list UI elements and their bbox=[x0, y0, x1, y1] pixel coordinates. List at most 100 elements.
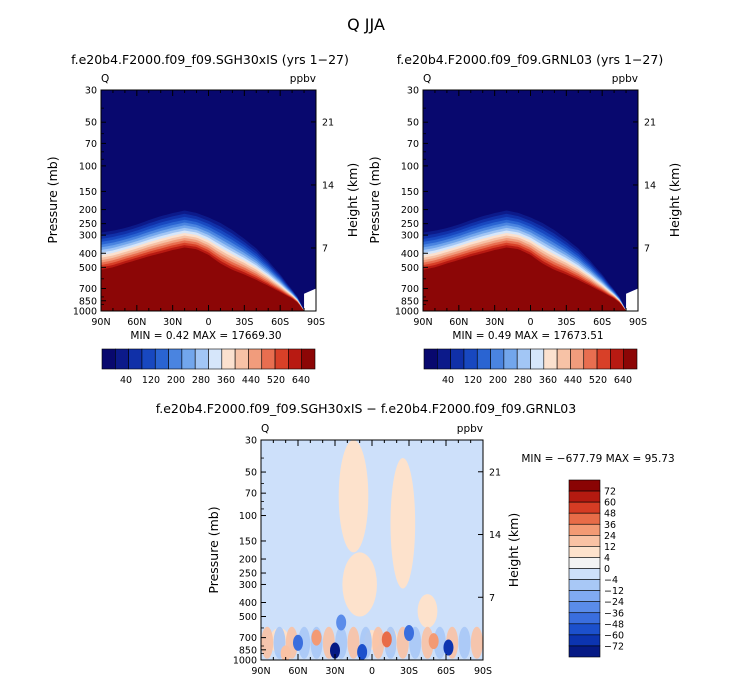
right-colorbar-swatch bbox=[516, 348, 531, 370]
right-ytick-label: 850 bbox=[401, 296, 419, 307]
diff-ytick-label: 300 bbox=[239, 580, 257, 591]
diff-colorbar-swatch bbox=[568, 512, 601, 525]
diff-colorbar-label: 12 bbox=[604, 542, 616, 553]
right-y2tick-label: 14 bbox=[644, 180, 656, 191]
diff-colorbar-label: −36 bbox=[604, 608, 624, 619]
left-ytick-label: 850 bbox=[79, 296, 97, 307]
diff-lower-cell bbox=[458, 626, 471, 659]
diff-colorbar-swatch bbox=[568, 523, 601, 536]
left-colorbar-label: 200 bbox=[167, 375, 185, 386]
left-colorbar-label: 280 bbox=[192, 375, 210, 386]
left-ytick-label: 100 bbox=[79, 161, 97, 172]
right-colorbar-label: 440 bbox=[564, 375, 582, 386]
left-colorbar-swatch bbox=[181, 348, 196, 370]
diff-colorbar-label: −4 bbox=[604, 575, 618, 586]
page-title: Q JJA bbox=[347, 15, 385, 34]
left-heatmap bbox=[101, 90, 316, 311]
diff-positive-region bbox=[390, 458, 416, 589]
diff-ytick-label: 500 bbox=[239, 612, 257, 623]
diff-colorbar-swatch bbox=[568, 557, 601, 569]
right-ytick-label: 70 bbox=[407, 139, 419, 150]
diff-lower-cell bbox=[347, 626, 360, 659]
left-ytick-label: 300 bbox=[79, 231, 97, 242]
diff-xtick-label: 30N bbox=[325, 666, 344, 677]
diff-lower-cell bbox=[433, 626, 446, 659]
diff-colorbar-swatch bbox=[568, 645, 601, 658]
right-colorbar-swatch bbox=[530, 348, 545, 370]
diff-strong-spot bbox=[357, 643, 368, 660]
right-variable-label: Q bbox=[423, 73, 431, 85]
right-units-label: ppbv bbox=[612, 73, 638, 85]
left-ytick-label: 1000 bbox=[73, 307, 97, 318]
right-panel-title: f.e20b4.F2000.f09_f09.GRNL03 (yrs 1−27) bbox=[397, 52, 663, 67]
left-colorbar: 40 120 200 280 360 440 520 640 bbox=[101, 348, 316, 386]
left-colorbar-swatch bbox=[221, 348, 236, 370]
diff-positive-region bbox=[338, 440, 369, 553]
diff-strong-spot bbox=[311, 629, 322, 646]
right-colorbar-swatch bbox=[570, 348, 585, 370]
diff-strong-spot bbox=[381, 631, 392, 648]
left-colorbar-swatch bbox=[128, 348, 143, 370]
diff-colorbar-label: −72 bbox=[604, 641, 624, 652]
diff-strong-spot bbox=[443, 639, 454, 656]
left-colorbar-swatch bbox=[194, 348, 209, 370]
diff-colorbar-label: 36 bbox=[604, 520, 616, 531]
left-panel-title: f.e20b4.F2000.f09_f09.SGH30xIS (yrs 1−27… bbox=[71, 52, 349, 67]
right-xtick-label: 90S bbox=[629, 317, 647, 328]
left-y2label: Height (km) bbox=[345, 163, 360, 237]
diff-lower-cell bbox=[421, 626, 434, 659]
diff-ytick-label: 850 bbox=[239, 645, 257, 656]
right-ytick-label: 250 bbox=[401, 219, 419, 230]
right-colorbar-swatch bbox=[490, 348, 505, 370]
right-xtick-label: 60S bbox=[593, 317, 611, 328]
left-y2tick-label: 21 bbox=[322, 117, 334, 128]
diff-y2tick-label: 7 bbox=[489, 593, 495, 604]
diff-xtick-label: 60S bbox=[437, 666, 455, 677]
left-colorbar-swatch bbox=[301, 348, 316, 370]
diff-lower-cell bbox=[372, 626, 385, 659]
right-ytick-label: 100 bbox=[401, 161, 419, 172]
right-colorbar-swatch bbox=[556, 348, 571, 370]
diff-colorbar-swatch bbox=[568, 535, 601, 547]
diff-colorbar-label: −12 bbox=[604, 586, 624, 597]
right-ytick-label: 30 bbox=[407, 86, 419, 97]
diff-xtick-label: 0 bbox=[369, 666, 375, 677]
diff-colorbar-swatch bbox=[568, 579, 601, 591]
left-ytick-label: 250 bbox=[79, 219, 97, 230]
right-ytick-label: 700 bbox=[401, 284, 419, 295]
right-colorbar-label: 120 bbox=[464, 375, 482, 386]
diff-strong-spot bbox=[428, 633, 439, 650]
left-colorbar-swatch bbox=[208, 348, 223, 370]
right-colorbar-label: 200 bbox=[489, 375, 507, 386]
left-y2tick-label: 14 bbox=[322, 180, 334, 191]
left-colorbar-swatch bbox=[234, 348, 249, 370]
diff-y2tick-label: 14 bbox=[489, 530, 501, 541]
diff-xtick-label: 90S bbox=[474, 666, 492, 677]
diff-colorbar-swatch bbox=[568, 568, 601, 580]
right-colorbar-swatch bbox=[503, 348, 518, 370]
right-colorbar-label: 640 bbox=[614, 375, 632, 386]
diff-ytick-label: 50 bbox=[245, 468, 257, 479]
left-panel: f.e20b4.F2000.f09_f09.SGH30xIS (yrs 1−27… bbox=[45, 52, 360, 386]
right-xtick-label: 90N bbox=[413, 317, 432, 328]
diff-colorbar-label: 72 bbox=[604, 487, 616, 498]
right-band bbox=[423, 247, 627, 311]
right-xtick-label: 30N bbox=[485, 317, 504, 328]
diff-ytick-label: 250 bbox=[239, 569, 257, 580]
diff-variable-label: Q bbox=[261, 423, 269, 435]
left-ytick-label: 500 bbox=[79, 263, 97, 274]
left-colorbar-label: 440 bbox=[242, 375, 260, 386]
diff-ytick-label: 30 bbox=[245, 436, 257, 447]
left-colorbar-label: 360 bbox=[217, 375, 235, 386]
diff-colorbar-label: 60 bbox=[604, 498, 616, 509]
left-variable-label: Q bbox=[101, 73, 109, 85]
right-colorbar-label: 40 bbox=[442, 375, 454, 386]
diff-ytick-label: 70 bbox=[245, 489, 257, 500]
diff-bg bbox=[261, 440, 483, 660]
diff-colorbar-swatch bbox=[568, 590, 601, 602]
diff-strong-spot bbox=[293, 634, 303, 651]
diff-colorbar-swatch bbox=[568, 601, 601, 614]
